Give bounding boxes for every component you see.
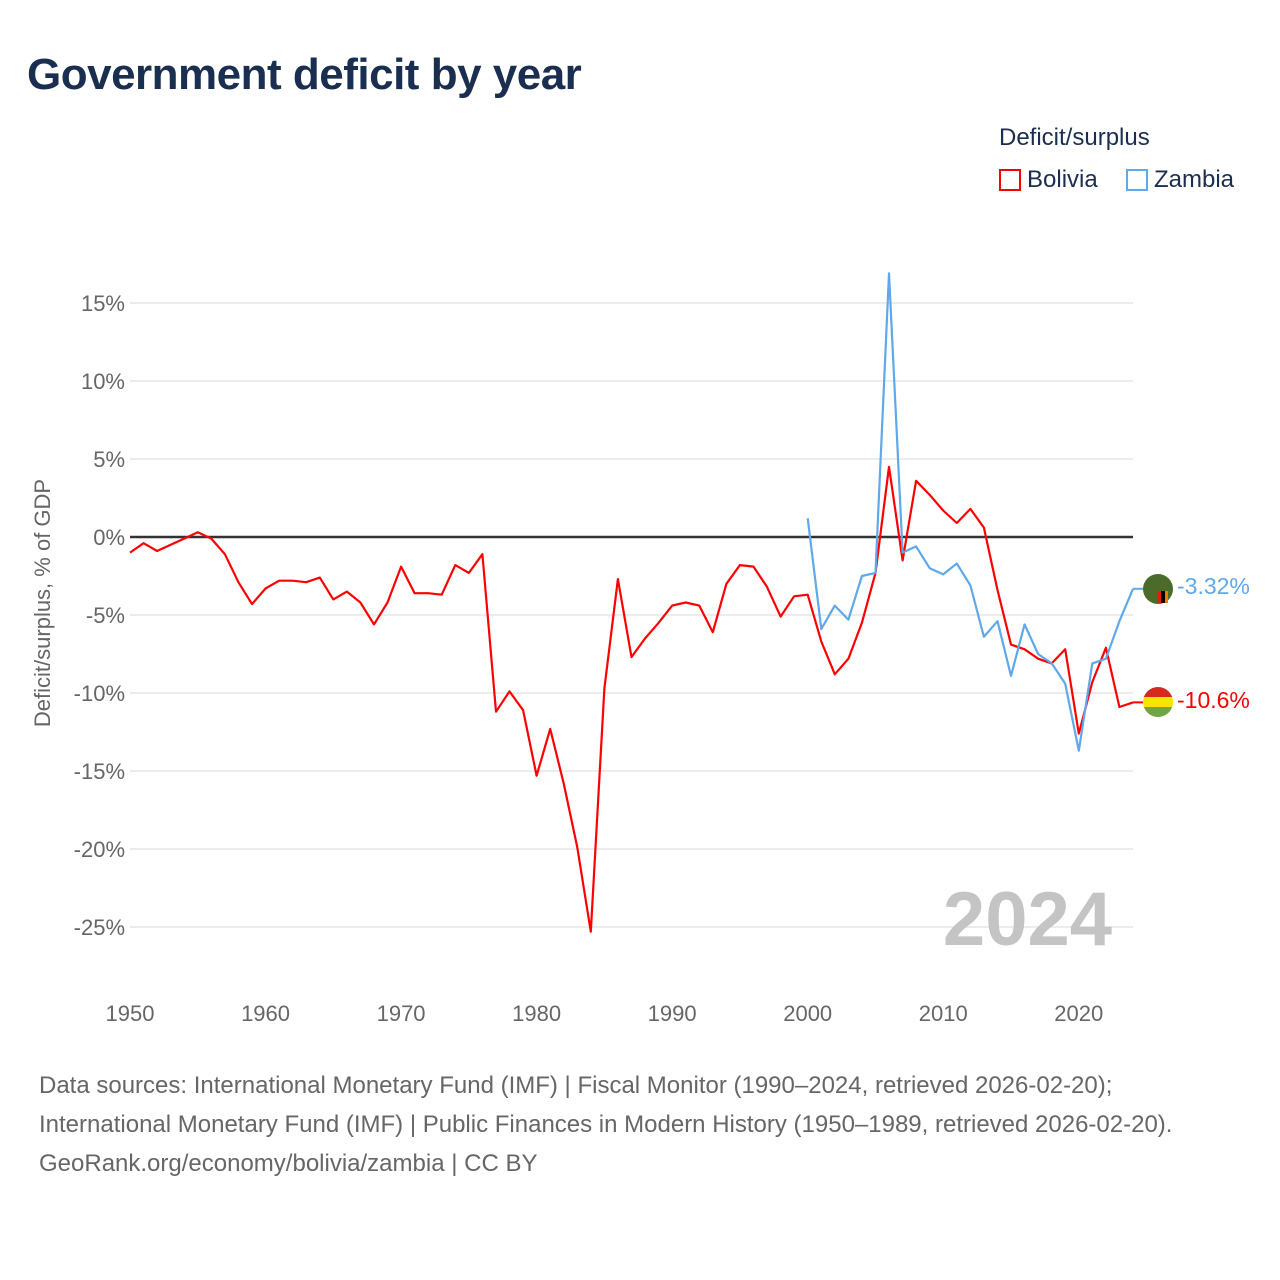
series-line-zambia xyxy=(806,272,1135,752)
x-tick-label: 1960 xyxy=(241,1001,290,1026)
footer: Data sources: International Monetary Fun… xyxy=(39,1066,1239,1183)
legend-item-bolivia[interactable]: Bolivia xyxy=(999,166,1098,194)
y-tick-label: -10% xyxy=(74,681,125,706)
chart-title: Government deficit by year xyxy=(27,50,582,99)
y-tick-label: -15% xyxy=(74,759,125,784)
legend-label-zambia: Zambia xyxy=(1154,166,1235,193)
series-line-bolivia xyxy=(129,465,1134,933)
credit-link[interactable]: GeoRank.org/economy/bolivia/zambia | CC … xyxy=(39,1150,538,1177)
y-tick-label: -5% xyxy=(86,603,125,628)
legend-swatch-zambia xyxy=(1126,169,1148,191)
y-tick-label: 5% xyxy=(93,447,125,472)
x-tick-label: 2000 xyxy=(783,1001,832,1026)
y-tick-label: -25% xyxy=(74,915,125,940)
x-tick-label: 1990 xyxy=(648,1001,697,1026)
x-tick-label: 1980 xyxy=(512,1001,561,1026)
zambia-flag-icon xyxy=(1143,574,1173,604)
line-chart: 15% 10% 5% 0% -5% -10% -15% -20% -25% 1950 1960 197… xyxy=(30,272,1250,1026)
x-tick-label: 1970 xyxy=(377,1001,426,1026)
year-watermark: 2024 xyxy=(943,877,1112,962)
x-tick-label: 2020 xyxy=(1054,1001,1103,1026)
y-tick-label: 10% xyxy=(81,369,125,394)
x-tick-label: 1950 xyxy=(106,1001,155,1026)
zambia-end-label: -3.32% xyxy=(1177,573,1250,599)
legend-item-zambia[interactable]: Zambia xyxy=(1126,166,1234,194)
bolivia-end-label: -10.6% xyxy=(1177,687,1250,713)
data-sources: Data sources: International Monetary Fun… xyxy=(39,1072,1173,1138)
legend-title: Deficit/surplus xyxy=(999,124,1150,151)
y-tick-label: -20% xyxy=(74,837,125,862)
legend-swatch-bolivia xyxy=(999,169,1021,191)
legend-label-bolivia: Bolivia xyxy=(1027,166,1098,193)
y-axis-label: Deficit/surplus, % of GDP xyxy=(30,479,55,727)
bolivia-flag-icon xyxy=(1143,687,1173,717)
y-tick-label: 15% xyxy=(81,291,125,316)
x-tick-label: 2010 xyxy=(919,1001,968,1026)
y-tick-label: 0% xyxy=(93,525,125,550)
